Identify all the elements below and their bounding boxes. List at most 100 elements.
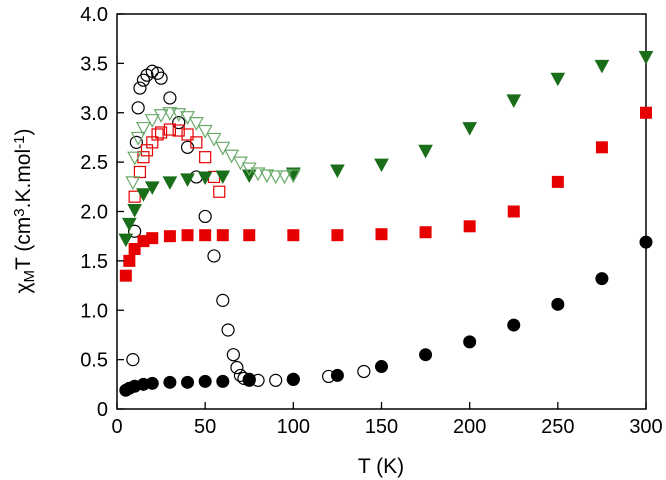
series-0 xyxy=(119,235,653,397)
x-axis-label: T (K) xyxy=(358,455,404,478)
data-point-triangle xyxy=(122,217,137,232)
data-point-circle xyxy=(133,81,147,95)
data-point-circle xyxy=(145,64,159,78)
data-point-circle xyxy=(154,71,168,85)
data-point-square xyxy=(123,254,136,267)
x-tick-label: 0 xyxy=(111,416,122,438)
data-point-circle xyxy=(226,348,240,362)
data-point-square xyxy=(181,229,194,242)
data-point-square xyxy=(154,126,168,139)
data-point-circle xyxy=(181,375,195,389)
data-point-circle xyxy=(463,335,477,349)
data-point-circle xyxy=(221,323,235,337)
data-point-circle xyxy=(198,374,212,388)
x-tick-label: 150 xyxy=(365,416,398,438)
data-point-triangle xyxy=(206,132,222,147)
data-point-square xyxy=(331,229,344,242)
data-point-square xyxy=(199,229,212,242)
x-tick-label: 250 xyxy=(541,416,574,438)
data-point-square xyxy=(551,175,564,188)
data-point-square xyxy=(146,232,159,245)
data-point-circle xyxy=(163,375,177,389)
data-point-circle xyxy=(198,209,212,224)
plot-area xyxy=(116,13,647,410)
data-point-circle xyxy=(251,373,265,387)
data-point-circle xyxy=(216,374,230,388)
data-point-triangle xyxy=(259,169,275,184)
data-point-square xyxy=(507,205,520,218)
data-point-circle xyxy=(129,135,143,149)
data-point-circle xyxy=(163,91,177,105)
data-point-square xyxy=(640,106,652,119)
data-point-circle xyxy=(551,297,565,311)
series-5 xyxy=(125,107,301,191)
data-point-triangle xyxy=(330,164,345,179)
data-point-circle xyxy=(357,364,371,379)
data-point-square xyxy=(163,230,176,243)
y-axis-label-part: .K.mol xyxy=(12,149,35,209)
series-1 xyxy=(126,64,371,387)
data-point-triangle xyxy=(285,169,301,184)
data-point-circle xyxy=(230,360,244,375)
data-point-triangle xyxy=(550,72,566,87)
data-point-triangle xyxy=(215,170,231,184)
x-axis: 0 50 100 150 200 250 300 xyxy=(111,402,663,438)
x-tick-label: 100 xyxy=(277,416,310,438)
data-point-circle xyxy=(207,249,221,263)
data-point-square xyxy=(216,229,229,242)
data-point-triangle xyxy=(153,109,169,123)
data-point-circle xyxy=(237,371,251,385)
data-point-triangle xyxy=(506,94,522,108)
data-point-circle xyxy=(233,368,248,383)
data-point-square xyxy=(133,165,147,179)
x-tick-label: 50 xyxy=(194,416,216,438)
data-point-circle xyxy=(216,293,230,307)
data-point-circle xyxy=(172,116,186,130)
data-point-triangle xyxy=(197,124,213,139)
data-point-triangle xyxy=(144,181,160,195)
data-point-triangle xyxy=(215,141,231,156)
data-point-triangle xyxy=(250,167,266,182)
data-point-square xyxy=(151,128,164,141)
y-axis-label-part: 3 xyxy=(11,208,28,216)
data-point-circle xyxy=(126,353,140,367)
data-point-square xyxy=(199,151,212,164)
y-axis-label-part: χ xyxy=(12,282,35,293)
data-point-circle xyxy=(595,272,609,286)
data-point-triangle xyxy=(136,188,151,202)
x-tick-label: 300 xyxy=(629,416,662,438)
data-point-triangle xyxy=(162,176,178,190)
data-point-circle xyxy=(128,224,142,238)
data-point-triangle xyxy=(197,171,213,185)
data-point-circle xyxy=(242,372,256,386)
data-point-triangle xyxy=(638,50,654,65)
data-point-triangle xyxy=(374,158,389,173)
data-point-square xyxy=(595,141,608,154)
y-axis: 0 0.5 1.0 1.5 2.0 2.5 3.0 3.5 4.0 xyxy=(80,4,124,421)
y-tick-label: 1.5 xyxy=(80,251,108,273)
y-tick-label: 0.5 xyxy=(80,350,108,372)
data-point-triangle xyxy=(594,59,610,74)
data-point-circle xyxy=(639,235,653,249)
data-point-circle xyxy=(131,101,145,115)
data-point-triangle xyxy=(118,233,134,248)
data-point-circle xyxy=(286,372,300,386)
data-point-triangle xyxy=(135,121,151,136)
data-point-triangle xyxy=(162,107,178,122)
data-point-square xyxy=(213,185,226,198)
data-point-triangle xyxy=(180,173,195,187)
data-point-square xyxy=(128,190,141,203)
data-point-square xyxy=(137,151,150,164)
y-axis-label-part: -1 xyxy=(11,135,28,148)
data-point-square xyxy=(181,128,194,141)
data-point-square xyxy=(190,136,203,149)
y-axis-label-part: M xyxy=(21,270,38,283)
data-point-square xyxy=(128,243,141,256)
data-point-square xyxy=(172,124,185,137)
data-point-square xyxy=(163,123,176,136)
data-point-triangle xyxy=(130,131,146,146)
data-point-square xyxy=(375,228,388,241)
data-point-triangle xyxy=(171,108,187,122)
data-point-square xyxy=(463,220,476,233)
